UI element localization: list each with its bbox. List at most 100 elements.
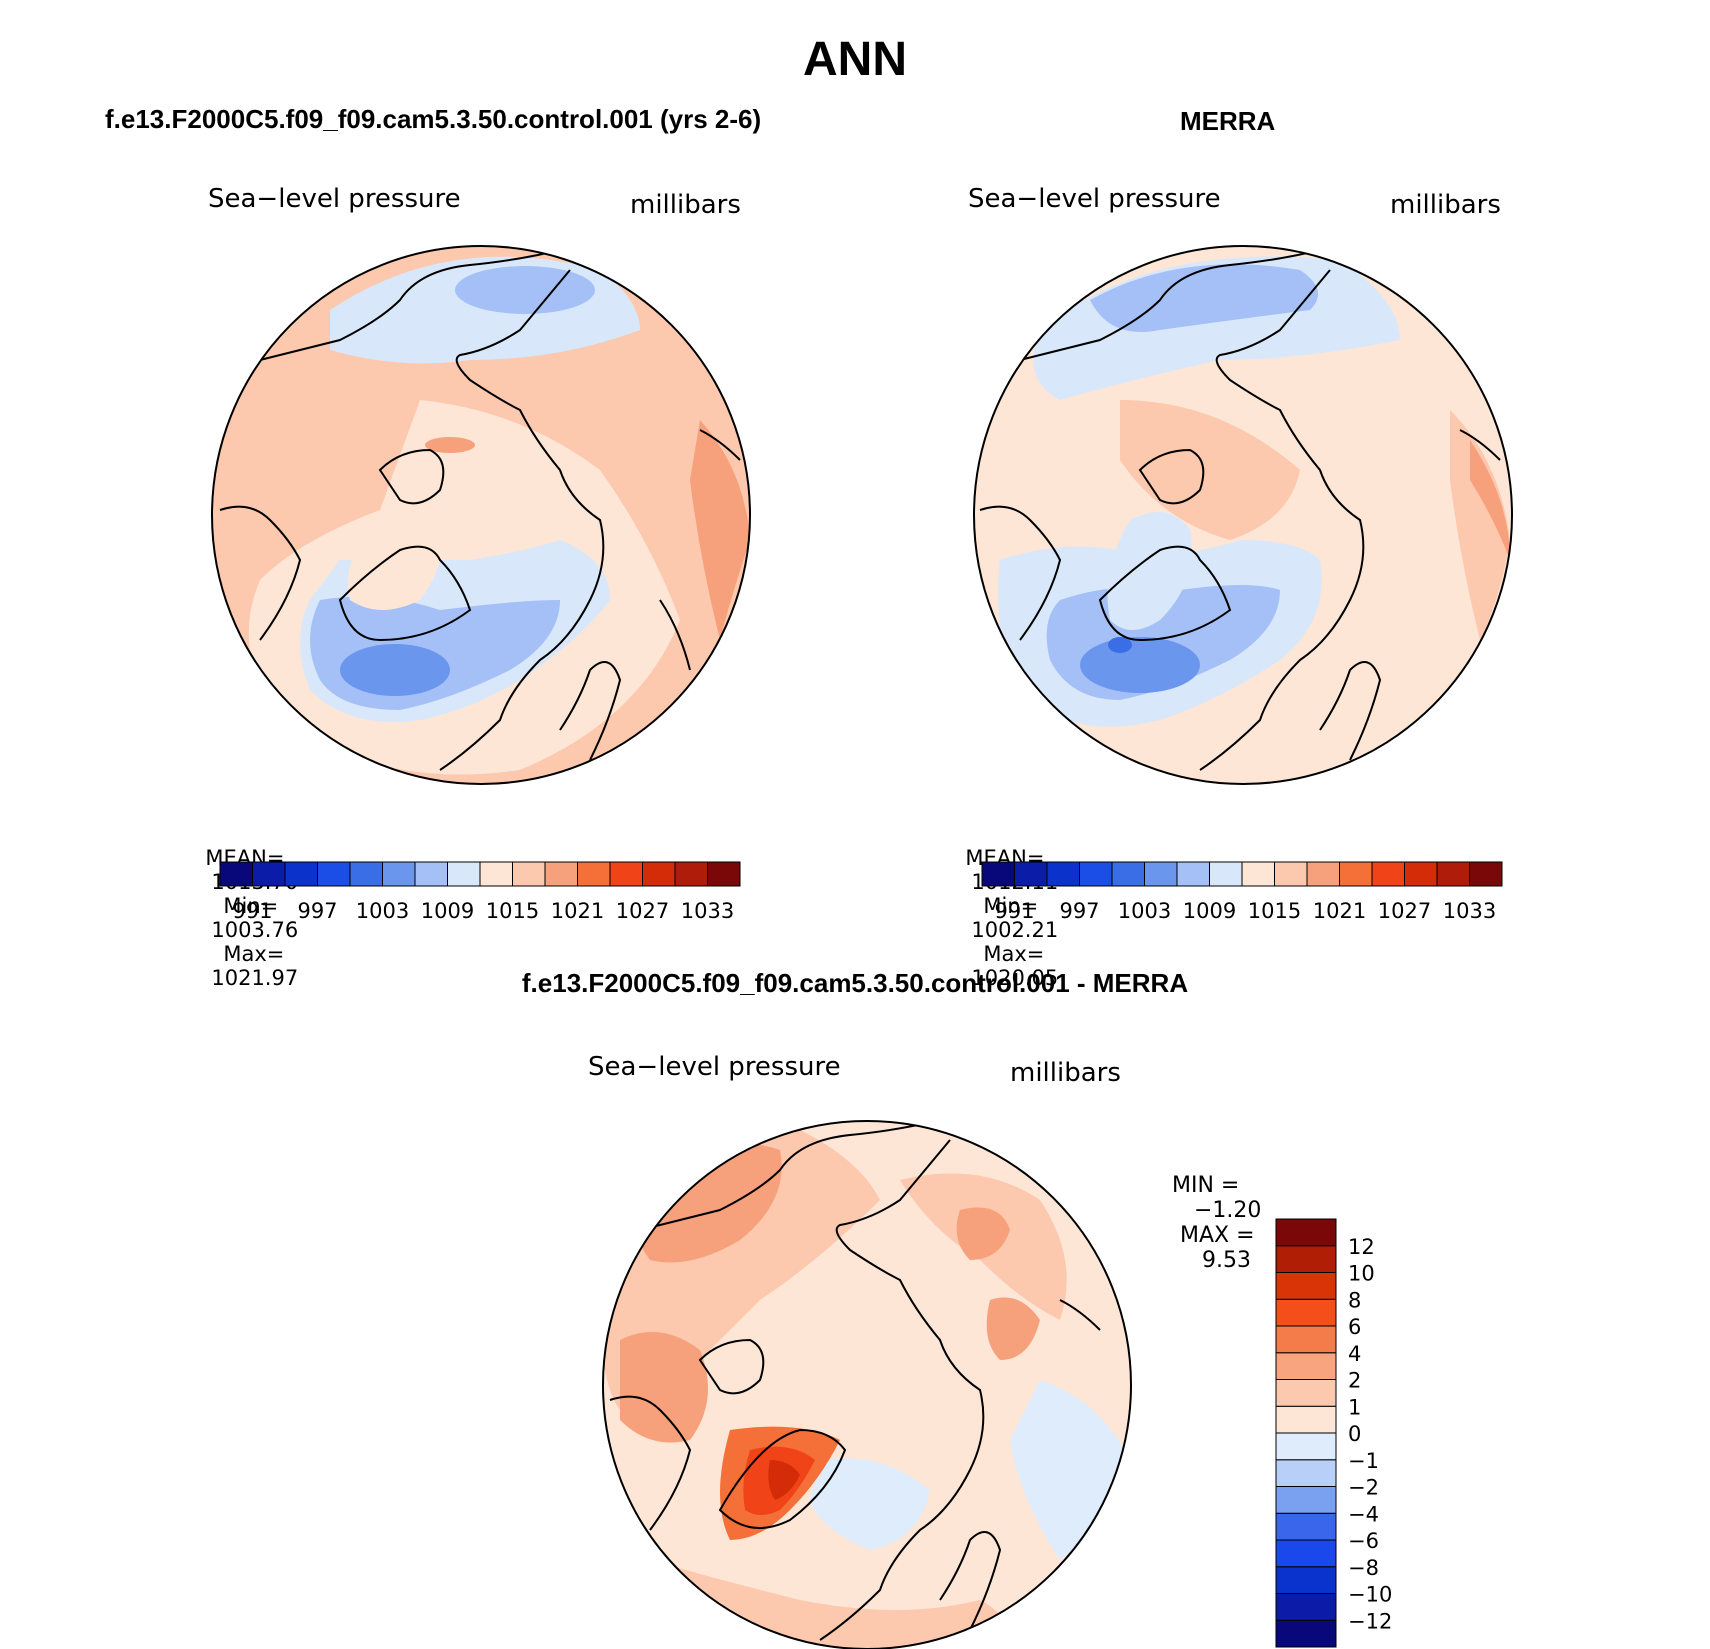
colorbar-merra-swatch — [1371, 861, 1405, 887]
colorbar-difference-swatch — [1275, 1593, 1337, 1621]
colorbar-model-swatch — [577, 861, 611, 887]
panel2-title: MERRA — [1180, 106, 1276, 136]
colorbar-difference-tick-label: 0 — [1348, 1422, 1361, 1446]
panel1-right-label: millibars — [630, 190, 741, 220]
panel2-left-label: Sea−level pressure — [968, 184, 1221, 214]
colorbar-merra-tick-label: 1009 — [1183, 899, 1236, 923]
colorbar-merra-tick-label: 1021 — [1313, 899, 1366, 923]
panel3-max-value: 9.53 — [1202, 1248, 1251, 1273]
colorbar-model-swatch — [447, 861, 481, 887]
colorbar-difference-swatch — [1275, 1379, 1337, 1407]
colorbar-difference-tick-label: 2 — [1348, 1369, 1361, 1393]
colorbar-model-tick-label: 991 — [232, 899, 272, 923]
colorbar-model-swatch — [707, 861, 741, 887]
colorbar-difference-swatch — [1275, 1405, 1337, 1434]
colorbar-difference-swatch — [1275, 1459, 1337, 1487]
colorbar-difference-tick-label: −1 — [1348, 1449, 1379, 1473]
colorbar-difference-tick-label: 4 — [1348, 1342, 1361, 1366]
panel2-right-label: millibars — [1390, 190, 1501, 220]
panel2-max-value: 1020.05 — [971, 966, 1059, 990]
colorbar-difference-swatch — [1275, 1218, 1337, 1247]
colorbar-difference-tick-label: 6 — [1348, 1315, 1361, 1339]
colorbar-merra-swatch — [1436, 861, 1470, 887]
colorbar-merra-swatch — [1176, 861, 1210, 887]
colorbar-merra-swatch — [981, 861, 1015, 887]
colorbar-difference-tick-label: −12 — [1348, 1609, 1392, 1633]
panel3-min-label: MIN = — [1172, 1173, 1240, 1198]
colorbar-difference-swatch — [1275, 1539, 1337, 1568]
panel2-max-label: Max= — [983, 942, 1045, 966]
colorbar-model-tick-label: 1015 — [486, 899, 539, 923]
map-difference — [602, 1120, 1132, 1649]
panel3-right-label: millibars — [1010, 1058, 1121, 1088]
colorbar-difference-swatch — [1275, 1512, 1337, 1541]
colorbar-difference-tick-label: −6 — [1348, 1529, 1379, 1553]
panel2-stats: MEAN= 1012.11 Min= 1002.21 Max= 1020.05 — [952, 822, 1058, 990]
colorbar-difference-swatch — [1275, 1325, 1337, 1354]
colorbar-difference-tick-label: 8 — [1348, 1288, 1361, 1312]
colorbar-difference-swatch — [1275, 1352, 1337, 1380]
map-model — [211, 245, 751, 785]
panel3-stats: MIN = −1.20 MAX = 9.53 — [1158, 1148, 1261, 1273]
colorbar-model-swatch — [674, 861, 708, 887]
colorbar-model-tick-label: 1027 — [616, 899, 669, 923]
colorbar-model-swatch — [544, 861, 578, 887]
colorbar-difference-tick-label: 10 — [1348, 1262, 1375, 1286]
colorbar-model-swatch — [317, 861, 351, 887]
colorbar-model-swatch — [512, 861, 546, 887]
colorbar-difference-swatch — [1275, 1245, 1337, 1273]
colorbar-difference-swatch — [1275, 1432, 1337, 1461]
colorbar-model-swatch — [252, 861, 286, 887]
map-merra — [973, 245, 1513, 785]
colorbar-model-swatch — [284, 861, 318, 887]
colorbar-merra-swatch — [1404, 861, 1438, 887]
colorbar-difference-tick-label: −10 — [1348, 1583, 1392, 1607]
colorbar-merra-swatch — [1339, 861, 1373, 887]
panel3-left-label: Sea−level pressure — [588, 1052, 841, 1082]
main-title: ANN — [803, 33, 907, 86]
colorbar-merra-swatch — [1079, 861, 1113, 887]
colorbar-merra-swatch — [1469, 861, 1503, 887]
colorbar-difference-tick-label: −8 — [1348, 1556, 1379, 1580]
panel3-title: f.e13.F2000C5.f09_f09.cam5.3.50.control.… — [521, 968, 1189, 998]
colorbar-merra-tick-label: 1003 — [1118, 899, 1171, 923]
colorbar-difference-swatch — [1275, 1298, 1337, 1327]
colorbar-model-swatch — [479, 861, 513, 887]
colorbar-model-tick-label: 1003 — [356, 899, 409, 923]
colorbar-model-tick-label: 1033 — [681, 899, 734, 923]
colorbar-difference-tick-label: 1 — [1348, 1395, 1361, 1419]
colorbar-model-swatch — [609, 861, 643, 887]
colorbar-merra-swatch — [1144, 861, 1178, 887]
colorbar-difference-swatch — [1275, 1272, 1337, 1300]
panel1-max-label: Max= — [223, 942, 285, 966]
colorbar-merra-tick-label: 997 — [1059, 899, 1099, 923]
colorbar-model-tick-label: 1009 — [421, 899, 474, 923]
colorbar-merra-tick-label: 1015 — [1248, 899, 1301, 923]
colorbar-difference-tick-label: −2 — [1348, 1476, 1379, 1500]
panel2-min-label: Min= — [983, 894, 1039, 918]
colorbar-model: 991 997 1003 1009 1015 1021 1027 1033 — [219, 861, 741, 923]
colorbar-merra-swatch — [1014, 861, 1048, 887]
colorbar-merra-swatch — [1274, 861, 1308, 887]
colorbar-merra-swatch — [1046, 861, 1080, 887]
colorbar-merra-tick-label: 1027 — [1378, 899, 1431, 923]
colorbar-merra-swatch — [1209, 861, 1243, 887]
colorbar-model-tick-label: 1021 — [551, 899, 604, 923]
colorbar-difference-swatch — [1275, 1619, 1337, 1648]
colorbar-difference-tick-label: −4 — [1348, 1502, 1379, 1526]
panel1-min-label: Min= — [223, 894, 279, 918]
colorbar-model-tick-label: 997 — [297, 899, 337, 923]
colorbar-model-swatch — [382, 861, 416, 887]
colorbar-merra-swatch — [1306, 861, 1340, 887]
colorbar-model-swatch — [414, 861, 448, 887]
colorbar-model-swatch — [219, 861, 253, 887]
colorbar-merra-tick-label: 1033 — [1443, 899, 1496, 923]
colorbar-model-swatch — [642, 861, 676, 887]
colorbar-difference-swatch — [1275, 1486, 1337, 1514]
panel2-min-value: 1002.21 — [971, 918, 1059, 942]
colorbar-difference-tick-label: 12 — [1348, 1235, 1375, 1259]
panel1-max-value: 1021.97 — [211, 966, 299, 990]
colorbar-model-swatch — [349, 861, 383, 887]
